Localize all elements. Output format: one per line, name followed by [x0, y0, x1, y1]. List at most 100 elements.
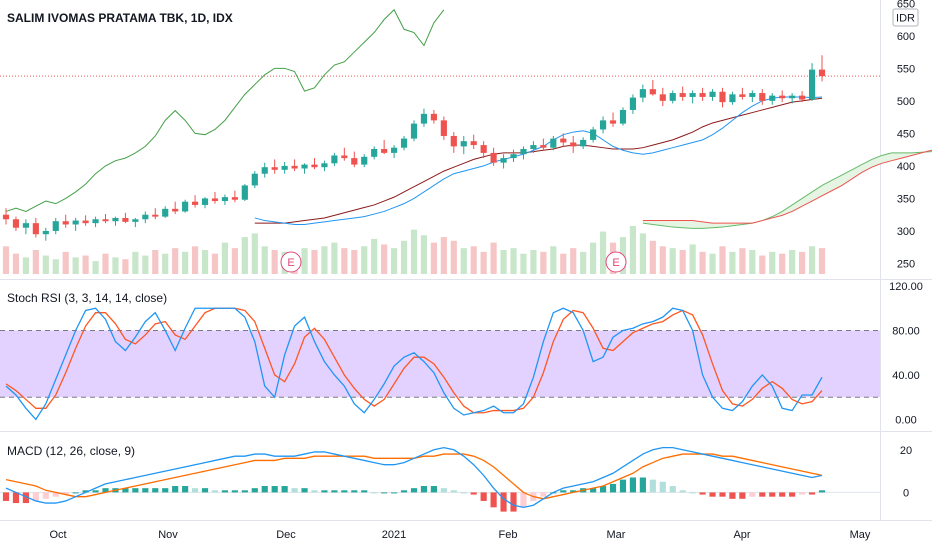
volume-bar	[52, 259, 59, 274]
earnings-marker-label: E	[612, 257, 619, 269]
macd-histogram-bar	[450, 490, 457, 493]
macd-histogram-bar	[590, 488, 597, 493]
macd-histogram-bar	[251, 488, 258, 493]
volume-bar	[271, 250, 278, 274]
candle-body	[301, 164, 308, 169]
volume-bar	[420, 235, 428, 274]
stoch-rsi-k-line	[5, 307, 823, 421]
candle-body	[152, 214, 159, 217]
earnings-marker[interactable]: E	[605, 251, 627, 273]
volume-bar	[410, 229, 418, 274]
senkou-span-a-line	[642, 151, 932, 229]
volume-bar	[808, 246, 816, 274]
earnings-marker-circle	[280, 251, 302, 273]
price-tick-label: 350	[897, 193, 915, 205]
candle-body	[619, 109, 627, 124]
volume-bar	[590, 242, 597, 274]
price-axis[interactable]: 650 600 550 500 450 400 350 300 250	[897, 0, 915, 270]
candle-body	[510, 154, 517, 159]
macd-histogram-bar	[152, 488, 159, 493]
volume-bar	[799, 251, 806, 274]
stoch-rsi-tick-label: 80.00	[892, 325, 920, 337]
candle-body	[231, 197, 238, 200]
macd-histogram-bar	[301, 488, 308, 493]
candle-body	[391, 147, 398, 153]
macd-histogram-bar	[42, 492, 49, 499]
tenkan-sen-line	[254, 96, 823, 225]
stoch-rsi-label[interactable]: Stoch RSI (3, 3, 14, 14, close)	[7, 291, 167, 305]
macd-histogram-bar	[410, 488, 418, 493]
candle-body	[590, 129, 597, 140]
earnings-marker[interactable]: E	[280, 251, 302, 273]
macd-histogram-bar	[132, 488, 139, 493]
candle-body	[122, 217, 129, 222]
kijun-sen-line	[254, 97, 823, 224]
macd-histogram-bar	[779, 492, 786, 497]
volume-bar	[301, 248, 308, 274]
volume-bar	[221, 242, 229, 274]
candle-body	[351, 158, 358, 165]
macd-histogram-bar	[500, 492, 507, 512]
candle-body	[291, 165, 298, 169]
volume-bar	[460, 248, 467, 274]
macd-histogram-bar	[729, 492, 736, 499]
candle-body	[102, 219, 109, 222]
macd-line	[5, 446, 823, 509]
volume-bar	[669, 248, 676, 274]
time-tick-label: 2021	[382, 529, 406, 541]
macd-histogram-bar	[341, 490, 348, 493]
volume-bar	[391, 248, 398, 274]
candle-body	[271, 167, 278, 170]
time-tick-label: May	[850, 529, 871, 541]
candle-body	[22, 223, 29, 228]
currency-badge[interactable]: IDR	[892, 8, 919, 27]
candle-body	[500, 158, 507, 163]
candle-body	[331, 155, 338, 164]
stoch-rsi-lines	[5, 307, 823, 421]
volume-bar	[729, 251, 736, 274]
volume-bar	[560, 253, 567, 274]
volume-bar	[540, 251, 547, 274]
volume-bar	[719, 246, 726, 274]
candle-body	[699, 93, 706, 97]
candle-body	[72, 220, 79, 225]
macd-histogram-bar	[381, 492, 388, 494]
macd-label[interactable]: MACD (12, 26, close, 9)	[7, 444, 135, 458]
panel-separators	[0, 0, 932, 521]
candle-body	[460, 141, 467, 147]
volume-bar	[211, 253, 219, 274]
candle-body	[241, 185, 248, 200]
macd-histogram-bar	[182, 486, 189, 493]
macd-histogram-bar	[679, 490, 686, 493]
volume-bar	[341, 248, 348, 274]
volume-bar	[470, 246, 477, 274]
candle-body	[420, 113, 428, 124]
volume-bars	[2, 226, 826, 274]
volume-bar	[92, 261, 99, 274]
macd-histogram-bar	[32, 492, 39, 501]
macd-histogram-bar	[799, 492, 806, 495]
macd-histogram-bar	[619, 479, 627, 493]
volume-bar	[749, 250, 756, 274]
candle-body	[659, 94, 666, 101]
macd-histogram-bar	[570, 490, 577, 493]
macd-histogram-bar	[470, 492, 477, 495]
volume-bar	[530, 250, 537, 274]
candle-body	[201, 198, 209, 205]
macd-histogram-bar	[669, 486, 676, 493]
macd-histogram-bar	[540, 492, 547, 497]
macd-histogram	[2, 477, 826, 512]
candle-body	[142, 214, 149, 220]
stoch-rsi-axis[interactable]: 120.00 80.00 40.00 0.00	[889, 281, 923, 426]
volume-bar	[789, 250, 796, 274]
macd-histogram-bar	[311, 490, 318, 493]
macd-axis[interactable]: 20 0	[900, 445, 912, 500]
candle-body	[799, 95, 806, 100]
volume-bar	[241, 237, 248, 274]
macd-histogram-bar	[699, 492, 706, 495]
volume-bar	[381, 244, 388, 274]
macd-histogram-bar	[709, 492, 716, 497]
candle-body	[42, 230, 49, 235]
time-axis[interactable]: Oct Nov Dec 2021 Feb Mar Apr May	[49, 529, 870, 541]
time-tick-label: Dec	[276, 529, 296, 541]
